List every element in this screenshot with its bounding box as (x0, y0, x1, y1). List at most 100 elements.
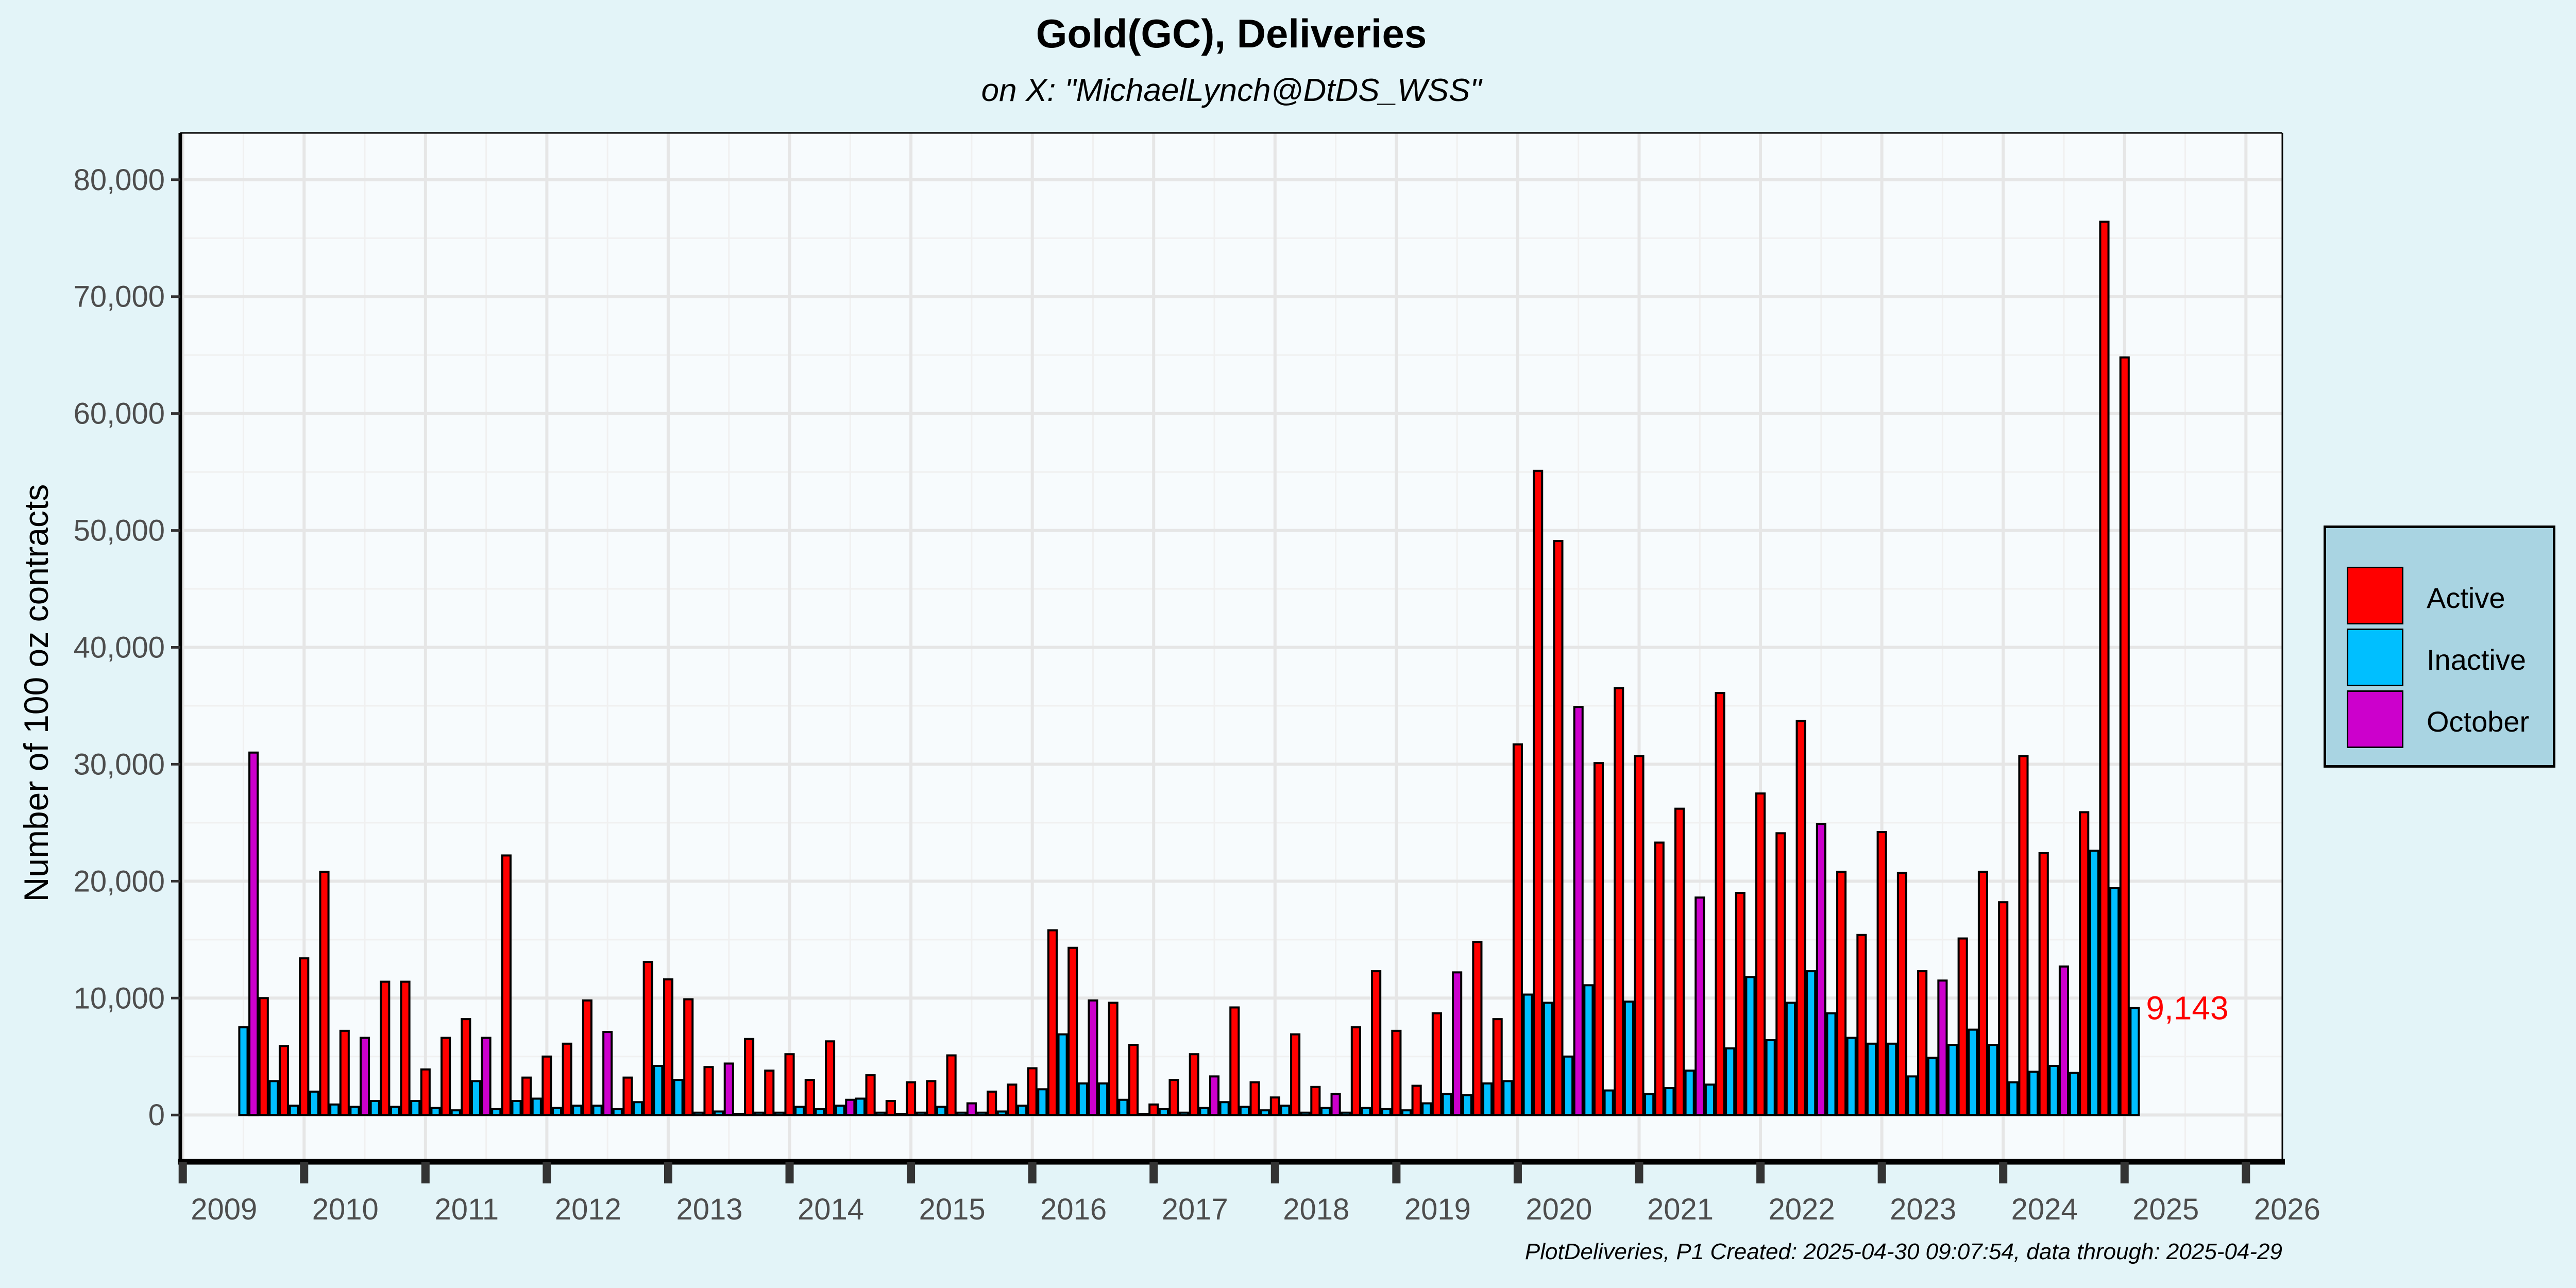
bar-inactive (309, 1090, 319, 1116)
bar-active (1836, 871, 1847, 1116)
bar-active (825, 1040, 836, 1116)
bar-active (2018, 755, 2029, 1116)
y-tick-label: 70,000 (74, 280, 165, 314)
y-tick-label: 50,000 (74, 514, 165, 548)
legend-item-october: October (2347, 690, 2543, 750)
bar-inactive (1745, 976, 1756, 1116)
bar-inactive (916, 1111, 926, 1116)
y-tick-label: 60,000 (74, 397, 165, 431)
bar-active (380, 980, 391, 1116)
bar-inactive (1785, 1002, 1797, 1116)
bar-october (966, 1102, 977, 1116)
bar-active (1391, 1029, 1402, 1116)
bar-october (1330, 1093, 1341, 1116)
bar-inactive (592, 1105, 603, 1116)
bar-inactive (2028, 1071, 2039, 1116)
bar-inactive (1947, 1044, 1958, 1116)
bar-active (663, 978, 674, 1116)
bar-active (582, 999, 592, 1116)
bar-inactive (1219, 1101, 1230, 1116)
bar-active (1350, 1026, 1361, 1116)
x-tick-label: 2016 (1040, 1193, 1107, 1226)
legend-label-active: Active (2427, 582, 2505, 614)
bar-inactive (612, 1108, 623, 1116)
bar-inactive (1543, 1002, 1553, 1116)
bar-inactive (734, 1112, 744, 1116)
bars (238, 221, 2140, 1116)
bar-inactive (1988, 1044, 1998, 1116)
legend: Active Inactive October (2324, 526, 2555, 768)
bar-active (1290, 1033, 1301, 1116)
bar-active (1108, 1002, 1118, 1116)
bar-inactive (511, 1099, 522, 1116)
bar-active (2079, 811, 2090, 1116)
bar-active (1553, 539, 1564, 1116)
bar-inactive (1158, 1108, 1169, 1116)
bar-inactive (1381, 1108, 1392, 1116)
bar-active (946, 1054, 957, 1116)
bar-inactive (1502, 1080, 1513, 1116)
bar-inactive (2008, 1081, 2019, 1116)
bar-october (481, 1037, 492, 1116)
bar-active (1310, 1086, 1321, 1116)
bar-inactive (1482, 1082, 1493, 1116)
bar-active (683, 998, 694, 1116)
bar-inactive (1603, 1089, 1614, 1116)
bar-active (743, 1038, 755, 1116)
bar-active (987, 1090, 997, 1116)
bar-active (1148, 1103, 1159, 1116)
bar-inactive (1341, 1111, 1351, 1116)
bar-inactive (895, 1112, 906, 1116)
bar-inactive (1583, 984, 1594, 1116)
bar-active (906, 1081, 917, 1116)
y-tick-label: 80,000 (74, 163, 165, 197)
bar-inactive (1442, 1093, 1452, 1116)
bar-inactive (349, 1106, 360, 1116)
bar-active (1067, 946, 1078, 1116)
bar-active (1876, 831, 1887, 1116)
chart-subtitle: on X: "MichaelLynch@DtDS_WSS" (981, 73, 1482, 108)
x-tick-label: 2021 (1647, 1193, 1714, 1226)
chart-caption: PlotDeliveries, P1 Created: 2025-04-30 0… (1524, 1239, 2282, 1264)
bar-inactive (238, 1026, 249, 1116)
x-tick-label: 2011 (434, 1193, 499, 1226)
bar-inactive (653, 1064, 664, 1116)
bar-inactive (875, 1111, 886, 1116)
bar-active (278, 1045, 290, 1116)
bar-inactive (1077, 1082, 1088, 1116)
bar-active (1593, 762, 1604, 1116)
y-tick-label: 40,000 (74, 631, 165, 665)
bar-inactive (2089, 850, 2099, 1116)
x-tick-label: 2024 (2011, 1193, 2078, 1226)
y-tick-label: 30,000 (74, 748, 165, 781)
y-ticks: 0 10,000 20,000 30,000 40,000 50,000 60,000 70,… (74, 163, 180, 1132)
bar-active (2119, 356, 2130, 1116)
bar-inactive (693, 1111, 704, 1116)
x-tick-label: 2019 (1404, 1193, 1471, 1226)
legend-label-inactive: Inactive (2427, 643, 2526, 676)
bar-inactive (1907, 1075, 1918, 1116)
legend-swatch-october (2347, 690, 2403, 748)
bar-inactive (430, 1107, 441, 1116)
legend-swatch-active (2347, 567, 2403, 624)
bar-inactive (1016, 1105, 1028, 1116)
bar-active (1977, 871, 1988, 1116)
x-ticks: 2009 2010 2011 2012 2013 2014 2015 2016 2017 2018… (178, 1162, 2320, 1226)
bar-active (1896, 872, 1907, 1116)
bar-active (1755, 792, 1766, 1116)
bar-active (400, 980, 411, 1116)
bar-active (1249, 1081, 1260, 1116)
bar-active (501, 854, 512, 1116)
bar-inactive (1806, 970, 1817, 1116)
bar-inactive (714, 1110, 724, 1116)
bar-inactive (1300, 1111, 1311, 1116)
bar-inactive (1260, 1109, 1270, 1116)
bar-active (562, 1042, 572, 1116)
bar-inactive (1179, 1111, 1190, 1116)
bar-active (1998, 901, 2009, 1116)
bar-inactive (1866, 1042, 1877, 1116)
bar-active (926, 1080, 937, 1116)
bar-active (885, 1099, 896, 1116)
bar-active (1614, 687, 1624, 1116)
bar-inactive (491, 1108, 502, 1116)
